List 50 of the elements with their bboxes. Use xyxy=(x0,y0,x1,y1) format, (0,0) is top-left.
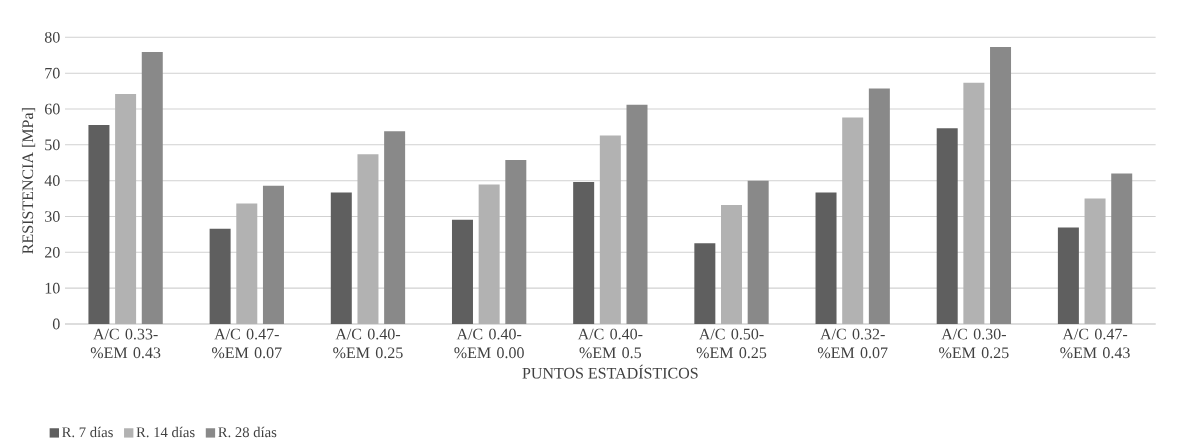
bar xyxy=(747,180,769,324)
y-tick-label: 50 xyxy=(45,139,60,151)
bar xyxy=(626,104,648,324)
y-tick-label: 20 xyxy=(45,246,60,258)
x-tick-label: A/C 0.47- %EM 0.43 xyxy=(1060,328,1130,359)
bar xyxy=(815,192,837,324)
y-tick-label: 40 xyxy=(44,175,60,187)
bar xyxy=(1111,173,1133,324)
bar xyxy=(868,88,890,324)
legend-label: R. 28 días xyxy=(218,426,277,438)
bar xyxy=(721,205,743,324)
bar xyxy=(1057,227,1079,324)
legend-label: R. 14 días xyxy=(136,426,195,438)
bar xyxy=(209,228,231,324)
bar xyxy=(990,47,1012,324)
bar xyxy=(330,192,352,324)
x-tick-label: A/C 0.40- %EM 0.25 xyxy=(333,328,403,359)
x-tick-label: A/C 0.50- %EM 0.25 xyxy=(696,328,767,359)
y-tick-label: 30 xyxy=(45,211,60,222)
y-tick-label: 10 xyxy=(45,282,60,294)
bar xyxy=(451,219,473,324)
x-tick-label: A/C 0.40- %EM 0.00 xyxy=(454,328,524,359)
bar xyxy=(141,52,163,324)
x-tick-label: A/C 0.40- %EM 0.5 xyxy=(577,328,643,359)
x-tick-label: A/C 0.47- %EM 0.07 xyxy=(212,328,282,359)
y-tick-label: 0 xyxy=(52,318,60,330)
bar xyxy=(842,117,864,324)
y-tick-label: 60 xyxy=(45,103,60,115)
bar xyxy=(384,131,406,324)
bar xyxy=(478,184,500,324)
bar xyxy=(573,182,595,324)
bar xyxy=(1084,198,1106,324)
y-axis-title: RESISTENCIA [MPa] xyxy=(21,108,36,254)
bar xyxy=(262,185,284,324)
bar xyxy=(357,154,379,324)
x-tick-label: A/C 0.30- %EM 0.25 xyxy=(939,328,1009,359)
x-tick-label: A/C 0.33- %EM 0.43 xyxy=(90,328,161,359)
bar xyxy=(115,93,137,324)
bar xyxy=(599,135,621,324)
bar xyxy=(236,203,258,324)
bar xyxy=(936,128,958,324)
y-tick-label: 80 xyxy=(44,31,60,43)
bar xyxy=(88,125,110,324)
bar xyxy=(963,82,985,324)
x-axis-title: PUNTOS ESTADÍSTICOS xyxy=(522,364,698,379)
y-tick-label: 70 xyxy=(45,67,60,79)
legend-label: R. 7 días xyxy=(62,426,113,438)
bar xyxy=(505,159,527,324)
bar xyxy=(694,243,716,324)
x-tick-label: A/C 0.32- %EM 0.07 xyxy=(817,328,888,359)
